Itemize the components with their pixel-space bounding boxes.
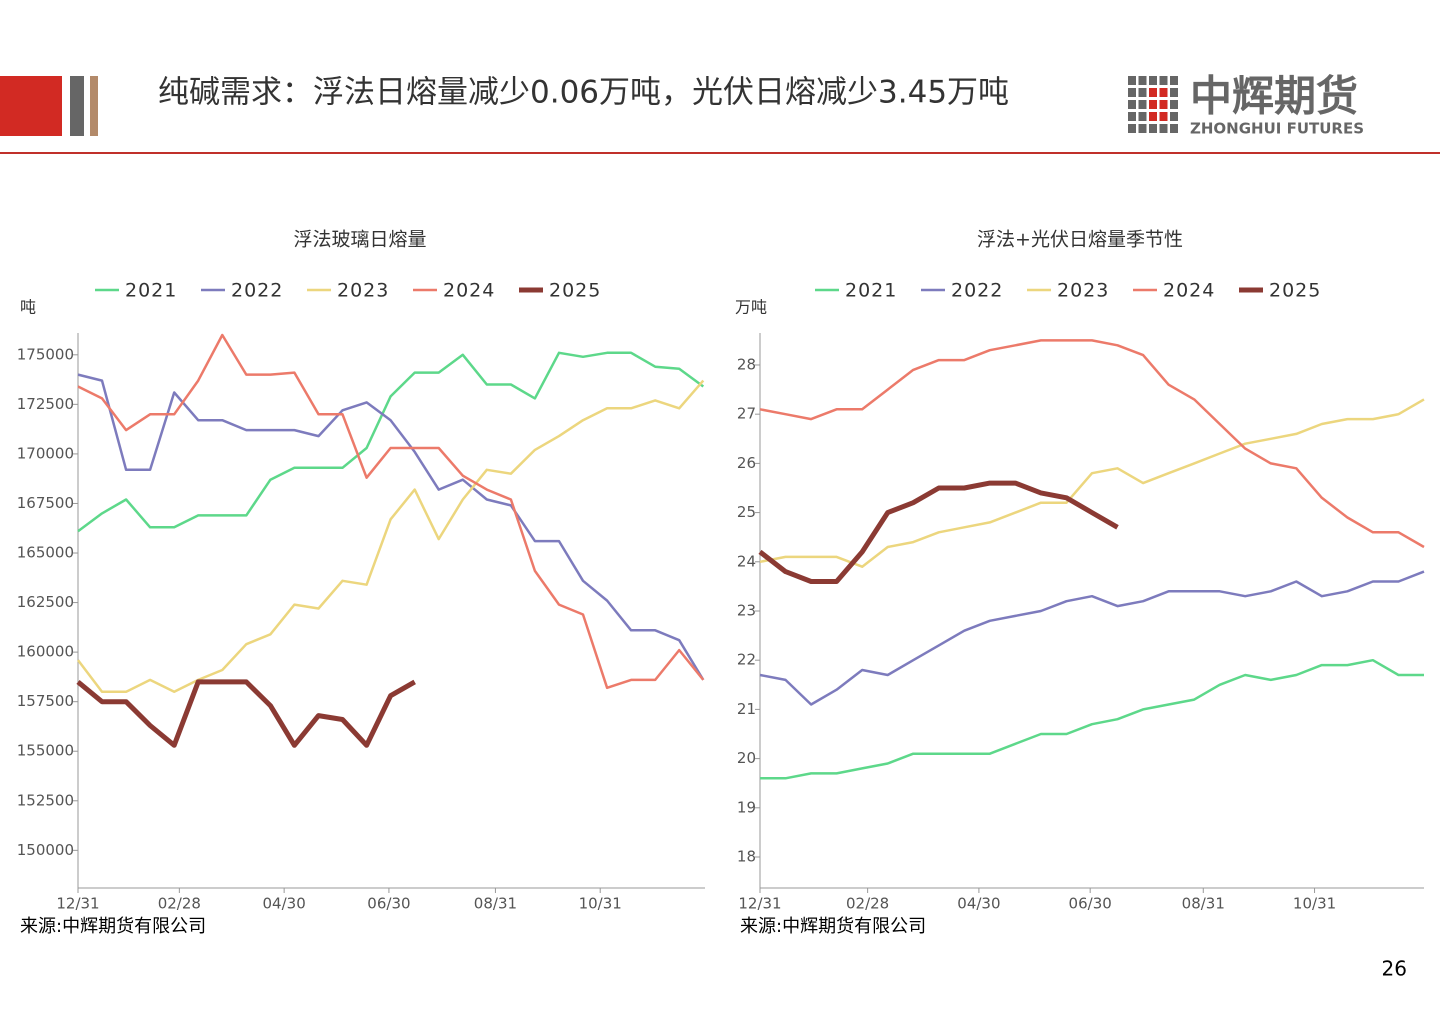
logo-square <box>1159 100 1168 109</box>
chart-title: 浮法+光伏日熔量季节性 <box>977 229 1183 251</box>
logo-square <box>1170 124 1178 133</box>
header-bar <box>70 76 84 136</box>
source: 来源:中辉期货有限公司 <box>740 916 926 937</box>
logo-square <box>1138 76 1147 85</box>
logo-square <box>1159 76 1168 85</box>
logo-square <box>1128 88 1136 97</box>
logo-square <box>1170 88 1178 97</box>
y-tick-label: 172500 <box>17 395 74 413</box>
legend-label: 2022 <box>951 280 1003 302</box>
y-tick-label: 20 <box>737 749 756 767</box>
series-line <box>77 351 705 533</box>
y-tick-label: 18 <box>737 848 756 866</box>
series-line <box>759 398 1425 568</box>
y-tick-label: 23 <box>737 601 756 619</box>
logo-square <box>1149 112 1157 121</box>
logo-square <box>1138 88 1147 97</box>
slide-title: 纯碱需求：浮法日熔量减少0.06万吨，光伏日熔减少3.45万吨 <box>158 75 1009 111</box>
chart-title: 浮法玻璃日熔量 <box>293 229 426 251</box>
logo-square <box>1159 88 1168 97</box>
y-tick-label: 19 <box>737 798 756 816</box>
y-axis-label: 吨 <box>20 298 36 317</box>
logo-square <box>1170 112 1178 121</box>
logo <box>1128 76 1178 133</box>
y-tick-label: 170000 <box>17 444 74 462</box>
y-tick-label: 165000 <box>17 544 74 562</box>
logo-square <box>1149 88 1157 97</box>
y-tick-label: 24 <box>737 552 756 570</box>
y-tick-label: 157500 <box>17 692 74 710</box>
logo-square <box>1149 124 1157 133</box>
y-tick-label: 150000 <box>17 841 74 859</box>
x-tick-label: 06/30 <box>367 895 410 913</box>
series-line <box>759 339 1425 549</box>
logo-en: ZHONGHUI FUTURES <box>1190 120 1364 138</box>
logo-cn: 中辉期货 <box>1190 72 1358 121</box>
legend-label: 2021 <box>125 280 177 302</box>
logo-square <box>1149 76 1157 85</box>
x-tick-label: 08/31 <box>474 895 517 913</box>
series-line <box>77 379 705 694</box>
x-tick-label: 06/30 <box>1069 895 1112 913</box>
y-tick-label: 167500 <box>17 494 74 512</box>
x-tick-label: 02/28 <box>846 895 889 913</box>
logo-square <box>1149 100 1157 109</box>
legend-label: 2024 <box>1163 280 1215 302</box>
legend-label: 2023 <box>337 280 389 302</box>
logo-square <box>1170 100 1178 109</box>
y-tick-label: 152500 <box>17 791 74 809</box>
header-block <box>0 76 62 136</box>
x-tick-label: 02/28 <box>158 895 201 913</box>
logo-square <box>1128 112 1136 121</box>
y-tick-label: 27 <box>737 405 756 423</box>
logo-square <box>1128 100 1136 109</box>
y-tick-label: 175000 <box>17 345 74 363</box>
y-tick-label: 21 <box>737 700 756 718</box>
x-tick-label: 12/31 <box>738 895 781 913</box>
x-tick-label: 10/31 <box>579 895 622 913</box>
logo-square <box>1170 76 1178 85</box>
x-tick-label: 12/31 <box>56 895 99 913</box>
x-tick-label: 04/30 <box>957 895 1000 913</box>
y-tick-label: 22 <box>737 651 756 669</box>
y-tick-label: 162500 <box>17 593 74 611</box>
logo-square <box>1138 100 1147 109</box>
series-line <box>760 658 1424 780</box>
series-line <box>759 570 1425 706</box>
y-tick-label: 28 <box>737 355 756 373</box>
logo-square <box>1128 124 1136 133</box>
logo-square <box>1138 124 1147 133</box>
series-line <box>77 333 705 690</box>
legend-label: 2025 <box>1269 280 1321 302</box>
legend-label: 2021 <box>845 280 897 302</box>
x-tick-label: 04/30 <box>263 895 306 913</box>
logo-square <box>1138 112 1147 121</box>
logo-square <box>1159 112 1168 121</box>
x-tick-label: 08/31 <box>1182 895 1225 913</box>
logo-square <box>1159 124 1168 133</box>
y-tick-label: 160000 <box>17 643 74 661</box>
legend-label: 2022 <box>231 280 283 302</box>
x-tick-label: 10/31 <box>1293 895 1336 913</box>
y-tick-label: 155000 <box>17 742 74 760</box>
legend-label: 2024 <box>443 280 495 302</box>
legend-label: 2023 <box>1057 280 1109 302</box>
y-tick-label: 26 <box>737 454 756 472</box>
header-bar <box>90 76 98 136</box>
source: 来源:中辉期货有限公司 <box>20 916 206 937</box>
series-line <box>758 480 1119 584</box>
series-line <box>76 679 416 748</box>
legend-label: 2025 <box>549 280 601 302</box>
y-axis-label: 万吨 <box>735 298 767 317</box>
logo-square <box>1128 76 1136 85</box>
page-number: 26 <box>1382 957 1407 981</box>
y-tick-label: 25 <box>737 503 756 521</box>
